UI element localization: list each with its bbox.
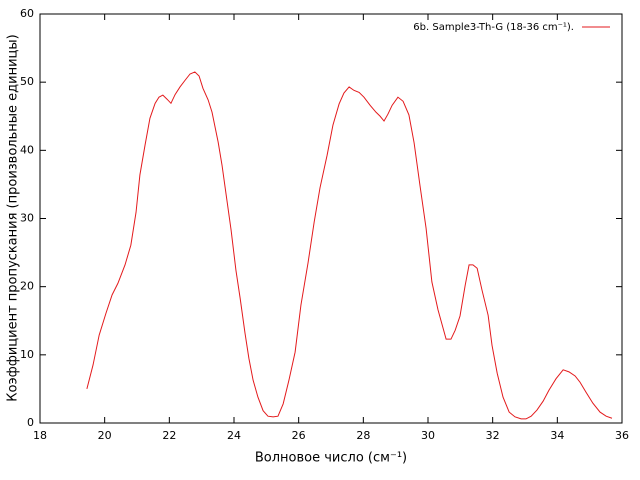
y-tick-label: 20 xyxy=(20,280,34,293)
x-tick-label: 34 xyxy=(550,429,564,442)
y-tick-label: 50 xyxy=(20,75,34,88)
data-line xyxy=(86,71,613,420)
x-tick-label: 28 xyxy=(356,429,370,442)
x-tick-label: 32 xyxy=(486,429,500,442)
legend-label: 6b. Sample3-Th-G (18-36 cm⁻¹). xyxy=(413,22,574,33)
x-axis-label: Волновое число (см⁻¹) xyxy=(255,451,407,466)
x-tick-label: 24 xyxy=(227,429,241,442)
y-tick-label: 0 xyxy=(27,416,34,429)
x-tick-label: 26 xyxy=(292,429,306,442)
y-tick-label: 40 xyxy=(20,143,34,156)
x-tick-label: 18 xyxy=(33,429,47,442)
y-tick-label: 60 xyxy=(20,7,34,20)
x-tick-label: 36 xyxy=(615,429,629,442)
y-tick-label: 30 xyxy=(20,212,34,225)
y-tick-label: 10 xyxy=(20,348,34,361)
y-axis-label: Коэффициент пропускания (произвольные ед… xyxy=(6,34,21,401)
x-tick-label: 20 xyxy=(98,429,112,442)
x-tick-label: 22 xyxy=(162,429,176,442)
plot-border xyxy=(39,13,623,424)
x-tick-label: 30 xyxy=(421,429,435,442)
